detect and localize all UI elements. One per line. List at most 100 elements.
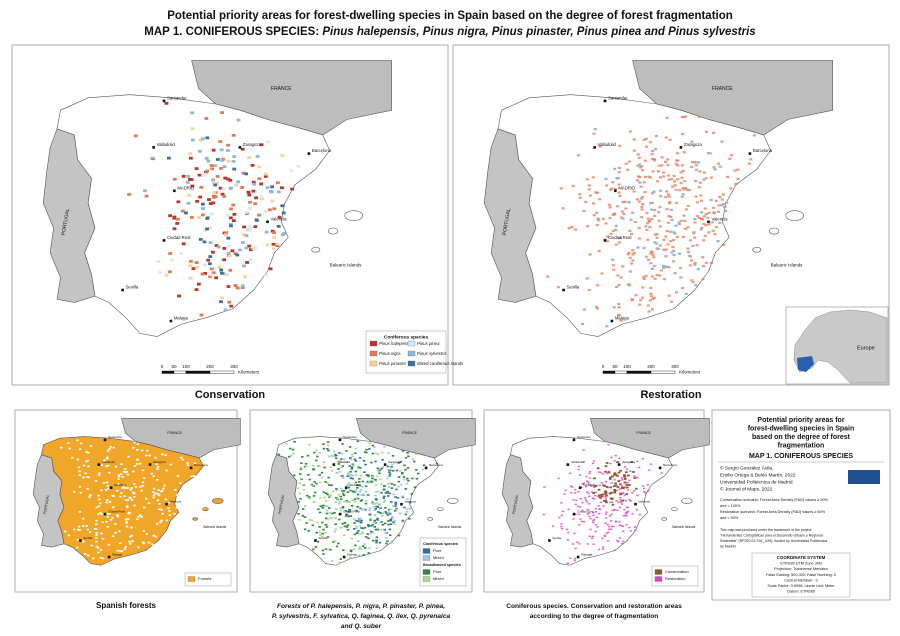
patch bbox=[635, 509, 639, 511]
patch bbox=[141, 484, 144, 487]
patch bbox=[191, 267, 196, 271]
patch bbox=[233, 284, 238, 287]
patch bbox=[370, 461, 373, 464]
patch bbox=[592, 132, 596, 135]
city-label: MADRID bbox=[114, 483, 127, 487]
patch bbox=[71, 456, 74, 459]
patch bbox=[650, 267, 654, 271]
city-label: Barcelona bbox=[194, 463, 208, 467]
patch bbox=[164, 498, 168, 501]
patch bbox=[226, 159, 231, 163]
patch bbox=[647, 490, 650, 492]
patch bbox=[157, 508, 161, 511]
patch bbox=[411, 477, 414, 480]
patch bbox=[338, 460, 341, 462]
patch bbox=[611, 503, 615, 506]
patch bbox=[600, 471, 603, 474]
patch bbox=[280, 153, 285, 157]
patch bbox=[651, 297, 655, 301]
patch bbox=[205, 217, 210, 220]
patch bbox=[617, 183, 621, 186]
patch bbox=[189, 216, 194, 219]
patch bbox=[583, 497, 587, 499]
patch bbox=[600, 495, 604, 498]
patch bbox=[652, 264, 656, 268]
patch bbox=[64, 530, 67, 533]
patch bbox=[665, 229, 669, 233]
patch bbox=[572, 499, 575, 501]
patch bbox=[226, 244, 231, 248]
patch bbox=[209, 267, 214, 271]
patch bbox=[684, 187, 688, 190]
patch bbox=[604, 513, 608, 515]
patch bbox=[354, 447, 358, 450]
patch bbox=[352, 518, 356, 520]
patch bbox=[202, 240, 207, 244]
patch bbox=[79, 442, 83, 445]
patch bbox=[168, 252, 173, 255]
patch bbox=[94, 480, 98, 482]
patch bbox=[257, 213, 262, 217]
patch bbox=[372, 539, 375, 542]
patch bbox=[681, 169, 685, 172]
patch bbox=[675, 291, 679, 294]
patch bbox=[392, 493, 395, 496]
patch bbox=[671, 245, 675, 249]
patch bbox=[674, 162, 678, 166]
patch bbox=[388, 534, 392, 537]
patch bbox=[694, 195, 698, 198]
patch bbox=[664, 255, 668, 258]
patch bbox=[329, 466, 332, 469]
city-marker bbox=[400, 502, 403, 506]
city-label: Ciudad Real bbox=[608, 235, 631, 240]
patch bbox=[699, 211, 704, 214]
patch bbox=[305, 465, 308, 467]
patch bbox=[704, 224, 708, 227]
patch bbox=[224, 233, 228, 237]
patch bbox=[158, 271, 162, 274]
patch bbox=[380, 521, 383, 523]
patch bbox=[223, 308, 228, 312]
patch bbox=[579, 518, 582, 520]
patch bbox=[658, 274, 662, 277]
patch bbox=[186, 462, 189, 464]
patch bbox=[231, 203, 236, 207]
patch bbox=[345, 488, 348, 491]
patch bbox=[386, 490, 389, 493]
patch bbox=[613, 478, 616, 481]
patch bbox=[570, 225, 574, 229]
patch bbox=[359, 489, 363, 491]
patch bbox=[181, 242, 186, 246]
patch bbox=[88, 496, 91, 498]
patch bbox=[640, 216, 644, 219]
patch bbox=[219, 268, 224, 272]
patch bbox=[403, 478, 406, 481]
patch bbox=[362, 493, 365, 496]
patch bbox=[641, 195, 645, 199]
scale-label: 200 bbox=[206, 364, 214, 369]
patch bbox=[188, 264, 193, 268]
city-marker bbox=[603, 239, 607, 242]
patch bbox=[629, 130, 633, 133]
patch bbox=[411, 458, 415, 461]
patch bbox=[608, 206, 612, 209]
patch bbox=[209, 212, 214, 216]
patch bbox=[264, 230, 269, 234]
patch bbox=[582, 308, 586, 311]
patch bbox=[186, 201, 191, 205]
patch bbox=[351, 474, 355, 477]
patch bbox=[566, 562, 569, 565]
patch bbox=[585, 491, 589, 493]
city-marker bbox=[97, 463, 101, 466]
patch bbox=[356, 440, 360, 443]
patch bbox=[335, 471, 338, 474]
patch bbox=[752, 134, 756, 137]
patch bbox=[577, 468, 580, 471]
patch bbox=[220, 111, 224, 114]
patch bbox=[340, 458, 343, 460]
patch bbox=[632, 149, 637, 152]
patch bbox=[224, 273, 229, 276]
patch bbox=[631, 211, 635, 214]
patch bbox=[108, 501, 112, 503]
